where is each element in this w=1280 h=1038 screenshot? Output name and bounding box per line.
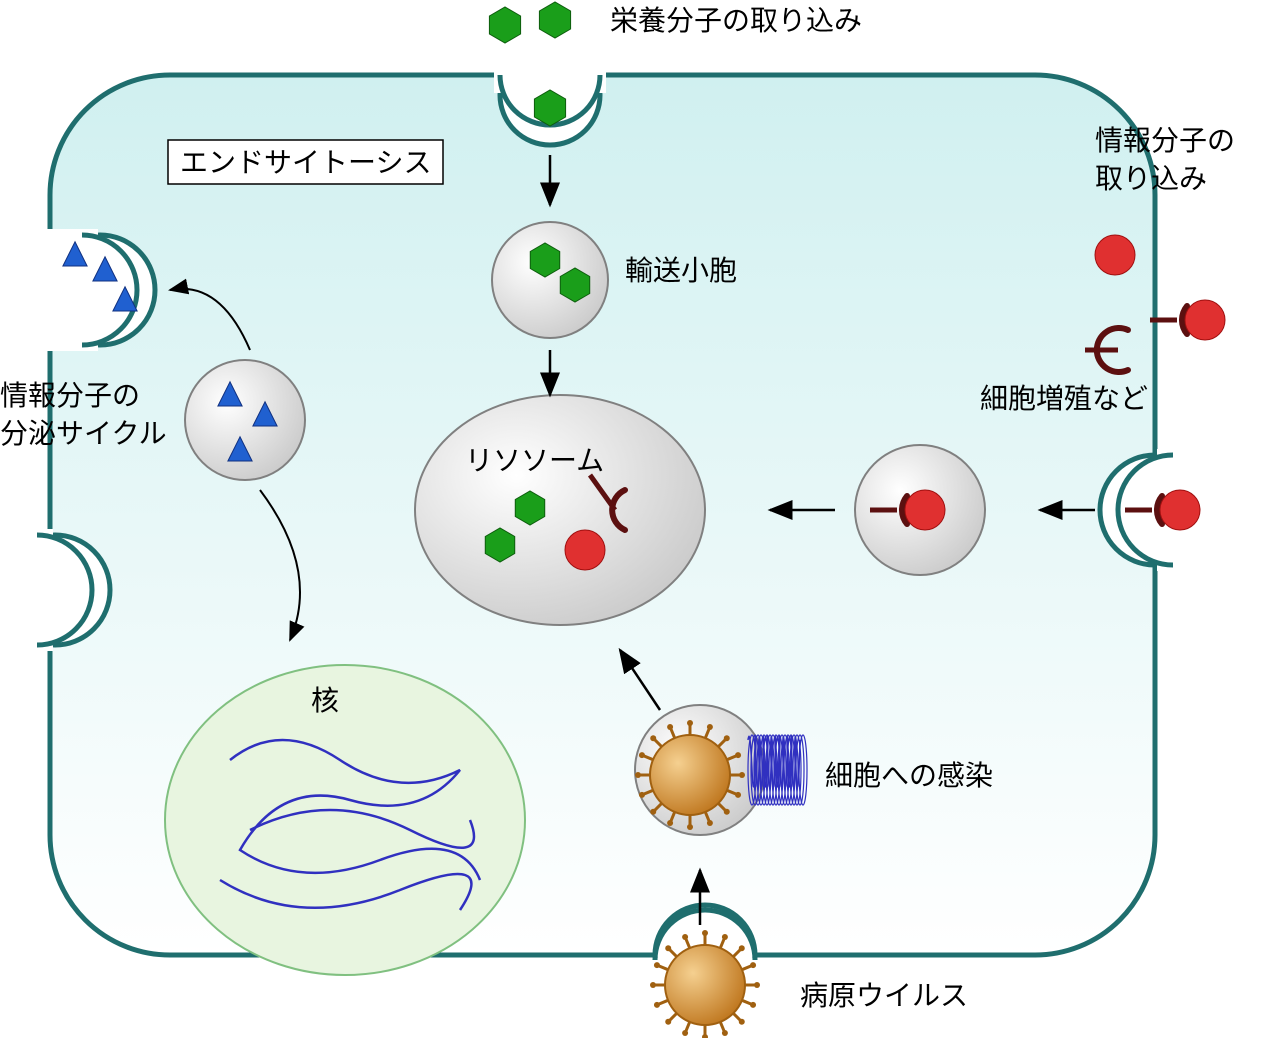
virus-vesicle [635,705,765,835]
label-info_uptake_2: 取り込み [1095,163,1207,194]
virus-particle [650,930,760,1038]
label-info_uptake_1: 情報分子の [1095,125,1235,156]
label-info_secretion_2: 分泌サイクル [0,418,167,449]
label-nutrient_uptake: 栄養分子の取り込み [610,5,862,36]
label-endocytosis: エンドサイトーシス [180,147,431,178]
label-transport_vesicle: 輸送小胞 [625,255,737,286]
label-info_secretion_1: 情報分子の [0,380,140,411]
label-virus: 病原ウイルス [800,980,968,1011]
lysosome [415,395,705,625]
nucleus [165,665,525,975]
label-infection: 細胞への感染 [825,760,993,791]
label-lysosome: リソソーム [465,445,604,476]
label-proliferation: 細胞増殖など [980,383,1148,414]
label-nucleus: 核 [311,685,339,716]
